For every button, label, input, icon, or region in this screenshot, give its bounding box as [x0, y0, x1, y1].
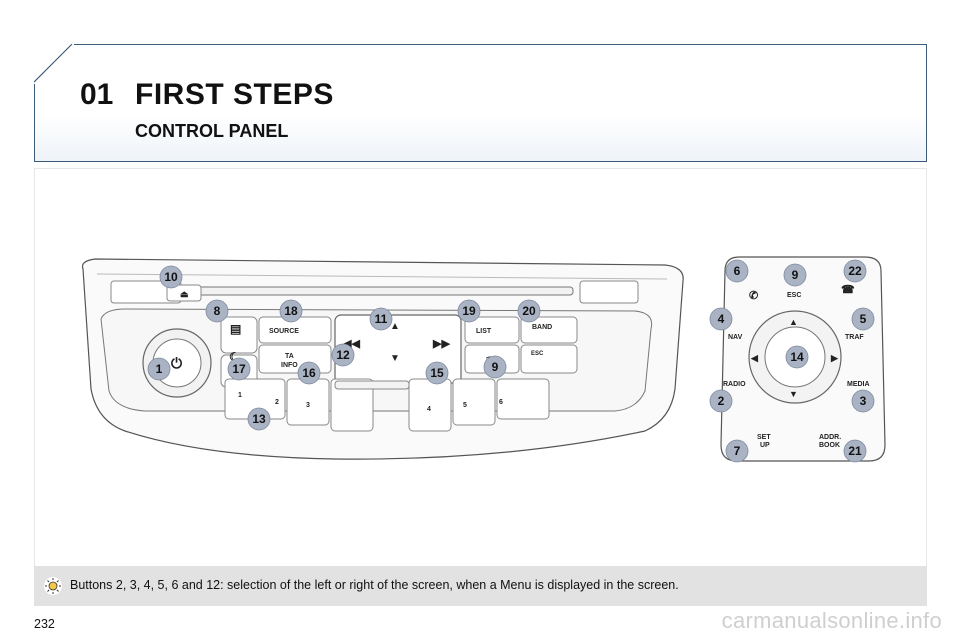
sun-tip-icon: [44, 577, 62, 595]
svg-text:▲: ▲: [789, 317, 798, 327]
svg-text:21: 21: [848, 444, 862, 458]
svg-text:▶: ▶: [830, 353, 839, 363]
svg-text:15: 15: [430, 366, 444, 380]
svg-text:12: 12: [336, 348, 350, 362]
svg-text:INFO: INFO: [281, 362, 298, 369]
callout-11: 11: [369, 307, 393, 331]
svg-text:7: 7: [734, 444, 741, 458]
svg-text:6: 6: [734, 264, 741, 278]
svg-text:2: 2: [275, 399, 279, 406]
band-button: [520, 316, 578, 344]
svg-text:1: 1: [156, 362, 163, 376]
svg-text:BAND: BAND: [532, 324, 552, 331]
svg-text:4: 4: [427, 406, 431, 413]
svg-text:ESC: ESC: [531, 351, 544, 357]
callout-13: 13: [247, 407, 271, 431]
svg-text:TRAF: TRAF: [845, 334, 864, 341]
source-label: SOURCE: [269, 328, 299, 335]
callout-22: 22: [843, 259, 867, 283]
svg-text:▼: ▼: [789, 389, 798, 399]
watermark: carmanualsonline.info: [721, 608, 942, 633]
svg-text:UP: UP: [760, 442, 770, 449]
svg-text:▶▶: ▶▶: [432, 338, 450, 350]
callout-20: 20: [517, 299, 541, 323]
svg-text:☎: ☎: [841, 284, 855, 296]
header-box: [34, 44, 927, 162]
svg-text:19: 19: [462, 304, 476, 318]
callout-7: 7: [725, 439, 749, 463]
svg-text:8: 8: [214, 304, 221, 318]
callout-4: 4: [709, 307, 733, 331]
control-panel-diagram: ⏏ ⏻ ▤ ☾ SOURCE TA INFO ◀◀ ▶▶ ▲ ▼ LIST BA…: [81, 256, 886, 463]
callout-16: 16: [297, 361, 321, 385]
eject-button: [166, 284, 202, 302]
svg-text:4: 4: [718, 312, 725, 326]
callout-17: 17: [227, 357, 251, 381]
svg-text:TA: TA: [285, 353, 294, 360]
svg-text:14: 14: [790, 350, 804, 364]
note-bar: Buttons 2, 3, 4, 5, 6 and 12: selection …: [34, 566, 927, 606]
svg-text:ADDR.: ADDR.: [819, 434, 841, 441]
callout-9: 9: [483, 355, 507, 379]
svg-text:17: 17: [232, 362, 246, 376]
svg-text:10: 10: [164, 270, 178, 284]
control-panel-figure: ⏏ ⏻ ▤ ☾ SOURCE TA INFO ◀◀ ▶▶ ▲ ▼ LIST BA…: [34, 168, 927, 568]
svg-text:5: 5: [463, 402, 467, 409]
svg-text:MEDIA: MEDIA: [847, 381, 870, 388]
svg-text:◀: ◀: [750, 353, 759, 363]
svg-text:☾: ☾: [229, 350, 240, 364]
callout-3: 3: [851, 389, 875, 413]
callout-10: 10: [159, 265, 183, 289]
svg-text:1: 1: [238, 392, 242, 399]
svg-text:▼: ▼: [390, 353, 400, 364]
svg-text:18: 18: [284, 304, 298, 318]
svg-text:SET: SET: [757, 434, 771, 441]
svg-text:9: 9: [492, 360, 499, 374]
svg-text:3: 3: [860, 394, 867, 408]
note-text: Buttons 2, 3, 4, 5, 6 and 12: selection …: [70, 578, 679, 592]
chapter-title: FIRST STEPS: [135, 78, 334, 111]
callout-15: 15: [425, 361, 449, 385]
callout-19: 19: [457, 299, 481, 323]
svg-text:LIST: LIST: [476, 328, 492, 335]
svg-text:✆: ✆: [749, 290, 758, 302]
svg-text:⏻: ⏻: [171, 355, 182, 371]
svg-text:⏏: ⏏: [180, 289, 189, 299]
callout-12: 12: [331, 343, 355, 367]
cd-slot: [182, 286, 574, 296]
svg-text:13: 13: [252, 412, 266, 426]
callout-21: 21: [843, 439, 867, 463]
svg-text:6: 6: [499, 399, 503, 406]
callout-5: 5: [851, 307, 875, 331]
svg-text:22: 22: [848, 264, 862, 278]
svg-text:ESC: ESC: [787, 292, 801, 299]
callout-1: 1: [147, 357, 171, 381]
svg-text:▲: ▲: [390, 321, 400, 332]
callout-14: 14: [785, 345, 809, 369]
header-corner: [34, 44, 74, 84]
svg-text:NAV: NAV: [728, 334, 743, 341]
callout-8: 8: [205, 299, 229, 323]
callout-2: 2: [709, 389, 733, 413]
svg-text:2: 2: [718, 394, 725, 408]
list-button: [464, 316, 520, 344]
svg-text:11: 11: [375, 312, 388, 326]
svg-text:RADIO: RADIO: [723, 381, 746, 388]
svg-text:5: 5: [860, 312, 867, 326]
callout-6: 6: [725, 259, 749, 283]
chapter-number: 01: [80, 78, 114, 111]
svg-text:20: 20: [522, 304, 536, 318]
callout-9: 9: [783, 263, 807, 287]
svg-text:▤: ▤: [230, 322, 241, 336]
svg-text:BOOK: BOOK: [819, 442, 840, 449]
svg-text:16: 16: [302, 366, 316, 380]
svg-text:3: 3: [306, 402, 310, 409]
page-number: 232: [34, 617, 55, 631]
callout-18: 18: [279, 299, 303, 323]
svg-text:9: 9: [792, 268, 799, 282]
section-title: CONTROL PANEL: [135, 121, 289, 141]
